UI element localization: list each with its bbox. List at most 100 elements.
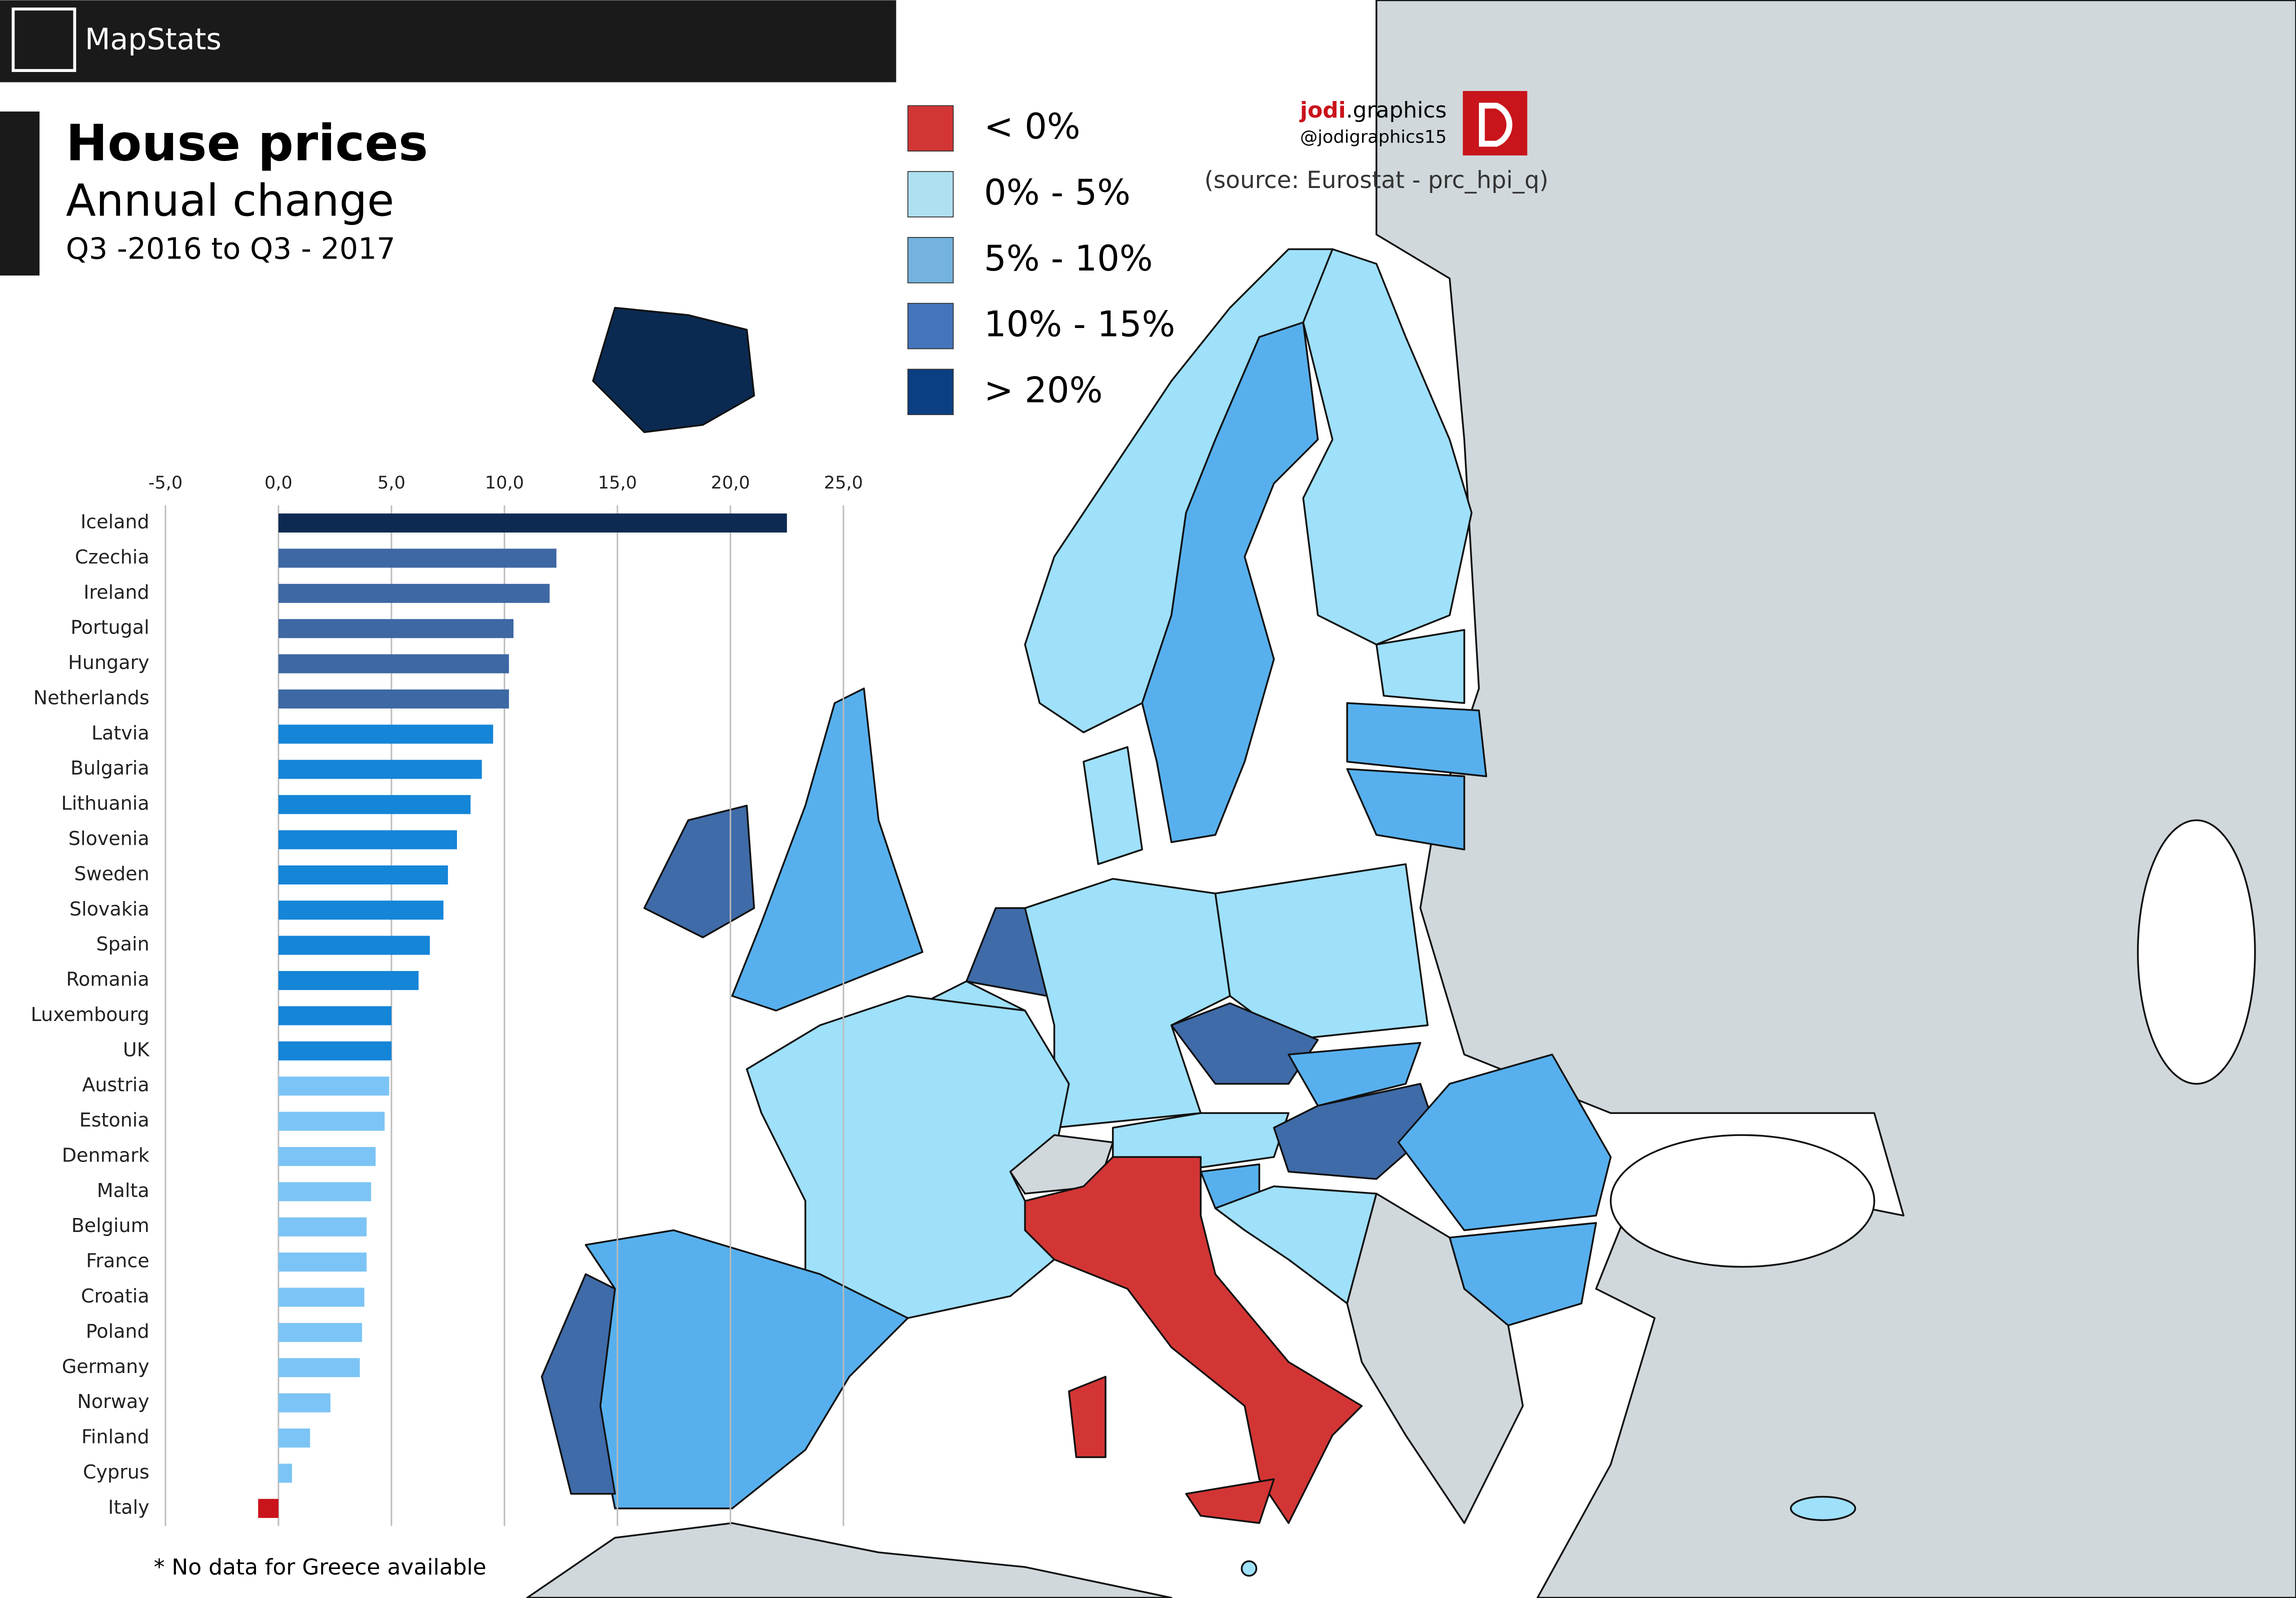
bar xyxy=(278,548,556,568)
y-tick-label: Romania xyxy=(66,968,149,990)
y-tick-label: Spain xyxy=(96,933,149,955)
legend-label: 10% - 15% xyxy=(984,304,1175,345)
bar xyxy=(278,1322,362,1342)
bar xyxy=(278,513,787,533)
country xyxy=(1240,1560,1258,1577)
bar xyxy=(278,1358,360,1378)
y-tick-label: Bulgaria xyxy=(70,757,150,779)
bar xyxy=(278,795,471,814)
bar xyxy=(278,1146,376,1166)
bar xyxy=(278,1428,310,1448)
y-tick-label: Estonia xyxy=(80,1109,150,1131)
bar xyxy=(278,1006,392,1026)
y-tick-label: Malta xyxy=(97,1180,150,1202)
y-tick-label: Hungary xyxy=(68,652,150,674)
x-tick-label: 25,0 xyxy=(824,472,863,493)
title: House prices xyxy=(66,115,428,172)
source: (source: Eurostat - prc_hpi_q) xyxy=(1204,167,1548,194)
country xyxy=(1082,746,1144,866)
credit-logo-mark xyxy=(1478,102,1512,147)
y-tick-label: Czechia xyxy=(75,546,150,568)
x-tick-label: -5,0 xyxy=(148,472,183,493)
country xyxy=(1346,1192,1524,1524)
country xyxy=(1214,863,1429,1041)
brand-logo xyxy=(12,8,76,72)
bar xyxy=(278,900,444,920)
y-tick-label: Slovenia xyxy=(68,828,150,850)
bar xyxy=(278,584,550,603)
country xyxy=(1068,1376,1106,1458)
y-tick-label: Latvia xyxy=(92,722,150,744)
legend-swatch xyxy=(907,171,954,218)
y-tick-label: France xyxy=(86,1250,150,1272)
y-tick-label: Denmark xyxy=(62,1144,150,1166)
bar xyxy=(258,1498,278,1518)
y-tick-label: Austria xyxy=(82,1074,149,1096)
bar xyxy=(278,1076,390,1096)
caspian-sea xyxy=(2136,819,2256,1085)
bar xyxy=(278,1464,292,1483)
country xyxy=(592,306,755,434)
country xyxy=(540,1273,616,1495)
country xyxy=(643,804,755,938)
header-bar xyxy=(0,0,896,82)
bar xyxy=(278,1041,392,1060)
y-tick-label: Luxembourg xyxy=(30,1004,149,1026)
y-tick-label: Belgium xyxy=(72,1214,150,1236)
country xyxy=(1141,321,1319,844)
country xyxy=(1398,1054,1612,1232)
credit: jodi.graphics xyxy=(1299,98,1446,123)
y-tick-label: Cyprus xyxy=(83,1461,150,1483)
bar xyxy=(278,619,514,638)
brand: MapStats xyxy=(85,22,222,56)
bar xyxy=(278,1288,364,1307)
legend-swatch xyxy=(907,237,954,284)
y-tick-label: Poland xyxy=(86,1320,150,1342)
bar xyxy=(278,1217,367,1236)
bar xyxy=(278,760,482,779)
bar xyxy=(278,654,509,674)
bar xyxy=(278,865,448,884)
y-tick-label: Portugal xyxy=(70,616,150,638)
map xyxy=(526,0,2296,1598)
country xyxy=(1288,1042,1422,1107)
subtitle: Annual change xyxy=(66,174,394,226)
map-land xyxy=(526,1522,1172,1598)
country xyxy=(1346,702,1488,778)
map-land xyxy=(1376,0,2296,1598)
legend-swatch xyxy=(907,302,954,350)
country xyxy=(1790,1496,1856,1522)
legend: < 0% 0% - 5% 5% - 10% 10% - 15% > 20% xyxy=(907,105,1175,416)
country xyxy=(731,688,924,1012)
bar xyxy=(278,724,494,744)
period: Q3 -2016 to Q3 - 2017 xyxy=(66,232,396,266)
legend-label: > 20% xyxy=(984,370,1102,410)
black-sea xyxy=(1610,1134,1876,1268)
y-tick-label: Sweden xyxy=(74,862,149,884)
x-tick-label: 20,0 xyxy=(711,472,750,493)
y-tick-label: Netherlands xyxy=(34,686,150,708)
legend-swatch xyxy=(907,105,954,152)
footnote: * No data for Greece available xyxy=(154,1554,486,1580)
bar xyxy=(278,936,430,955)
legend-label: < 0% xyxy=(984,106,1080,147)
legend-label: 0% - 5% xyxy=(984,172,1130,213)
y-tick-label: Italy xyxy=(108,1496,150,1518)
x-tick-label: 5,0 xyxy=(378,472,406,493)
legend-label: 5% - 10% xyxy=(984,238,1153,279)
credit-suffix: .graphics xyxy=(1346,98,1447,123)
y-tick-label: Iceland xyxy=(80,511,150,533)
bar-chart: -5,0 0,0 5,0 10,0 15,0 20,0 25,0 Iceland Czechia… xyxy=(30,472,863,1526)
y-tick-label: UK xyxy=(123,1038,150,1060)
x-tick-label: 0,0 xyxy=(264,472,292,493)
x-tick-label: 10,0 xyxy=(485,472,524,493)
credit-handle: @jodigraphics15 xyxy=(1300,127,1446,148)
y-tick-label: Slovakia xyxy=(70,898,150,920)
y-tick-label: Norway xyxy=(77,1390,149,1412)
y-tick-label: Germany xyxy=(62,1356,150,1378)
country xyxy=(1024,1156,1363,1524)
bar xyxy=(278,1252,367,1272)
y-tick-label: Finland xyxy=(82,1426,150,1448)
